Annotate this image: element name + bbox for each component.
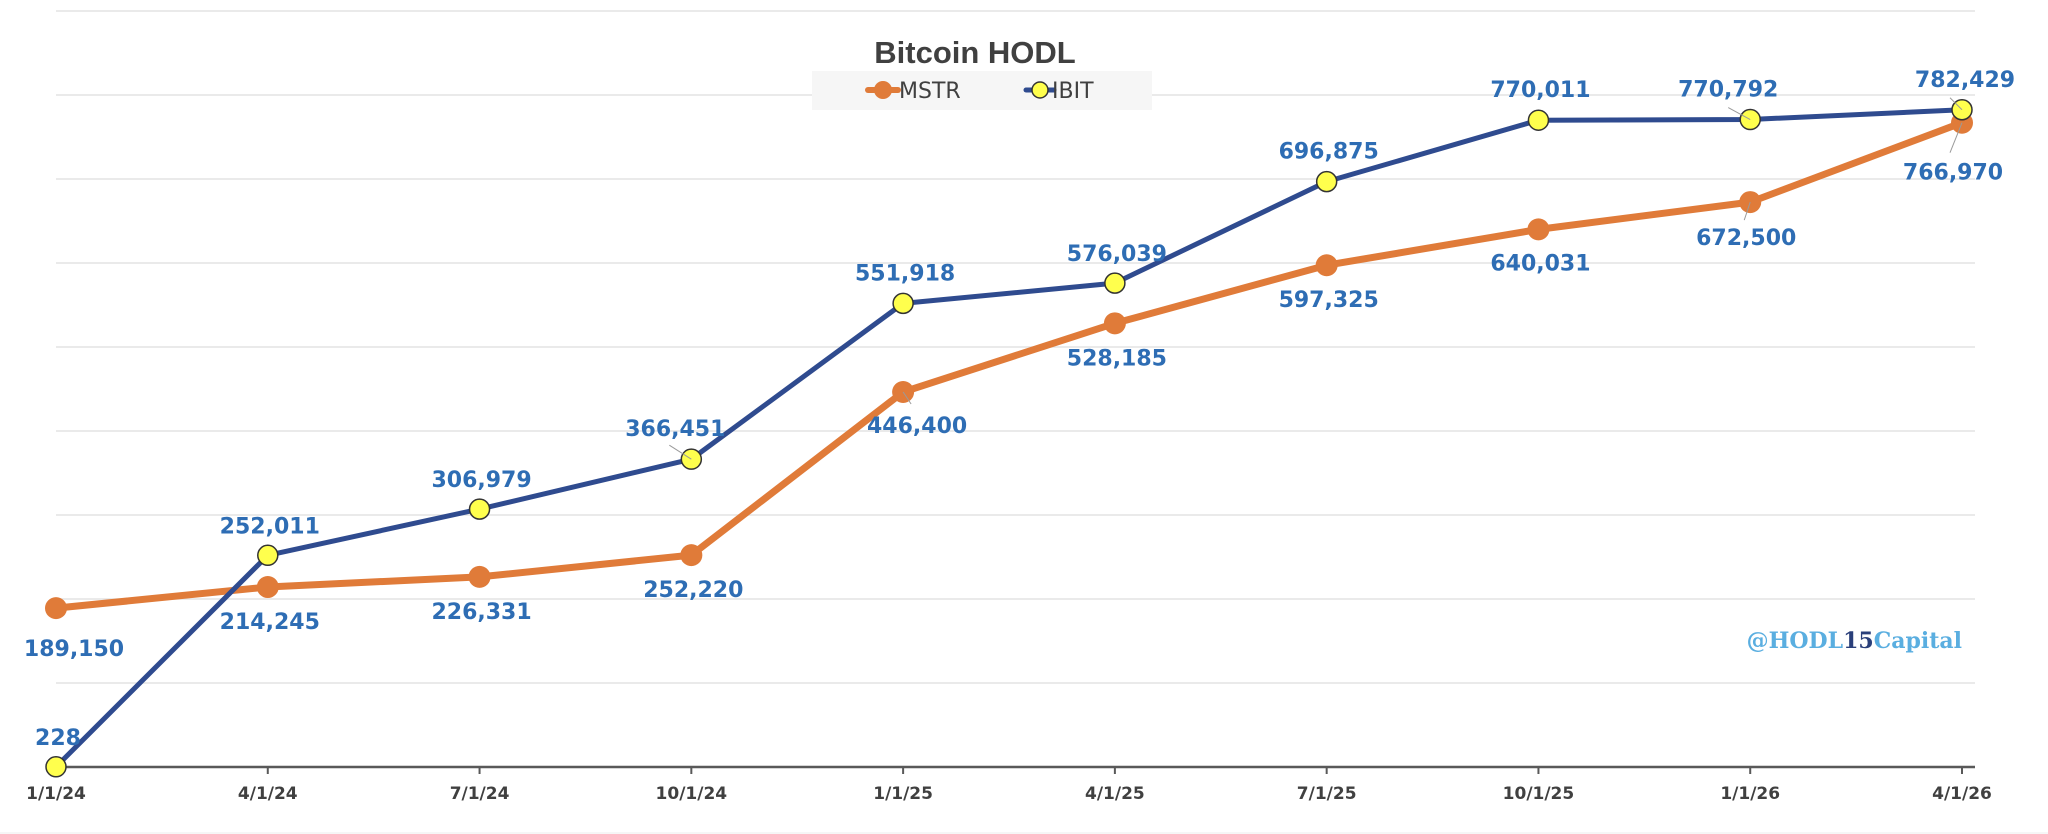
legend-item-ibit[interactable]: IBIT <box>1023 79 1094 104</box>
series-line-mstr <box>52 119 1966 612</box>
data-point-ibit[interactable] <box>468 498 491 520</box>
label-leader-line <box>1727 107 1751 120</box>
data-point-ibit[interactable] <box>45 756 67 778</box>
data-point-mstr[interactable] <box>45 597 67 620</box>
data-label-ibit: 576,039 <box>1067 242 1167 267</box>
x-tick-label: 7/1/25 <box>1297 784 1357 804</box>
data-label-mstr: 672,500 <box>1696 226 1796 251</box>
data-label-mstr: 214,245 <box>220 610 320 635</box>
data-label-ibit: 252,011 <box>220 514 320 539</box>
data-label-mstr: 766,970 <box>1903 161 2003 186</box>
data-point-mstr[interactable] <box>680 544 703 567</box>
label-leader-line <box>669 444 692 460</box>
data-point-ibit[interactable] <box>1739 108 1761 131</box>
series-line-ibit <box>53 107 1965 770</box>
data-label-mstr: 446,400 <box>867 414 967 439</box>
data-point-mstr[interactable] <box>468 565 491 588</box>
data-point-ibit[interactable] <box>1104 272 1126 294</box>
label-leader-lines <box>669 97 1963 460</box>
x-tick-label: 1/1/24 <box>26 784 86 804</box>
data-point-ibit[interactable] <box>892 292 914 315</box>
legend-ibit-label: IBIT <box>1052 79 1094 104</box>
data-label-mstr: 597,325 <box>1279 288 1379 313</box>
data-label-mstr: 226,331 <box>431 600 531 625</box>
x-tick-label: 1/1/26 <box>1720 784 1780 804</box>
x-tick-label: 1/1/25 <box>873 784 933 804</box>
x-tick-label: 4/1/26 <box>1932 784 1992 804</box>
data-label-mstr: 528,185 <box>1067 346 1167 371</box>
label-leader-line <box>1949 122 1963 153</box>
x-axis-tick-labels: 1/1/24 4/1/24 7/1/24 10/1/24 1/1/25 4/1/25 7/1… <box>26 784 1992 804</box>
x-tick-label: 7/1/24 <box>450 784 510 804</box>
data-point-mstr[interactable] <box>1315 254 1338 277</box>
data-label-mstr: 189,150 <box>24 637 124 662</box>
legend-mstr-marker-icon <box>874 81 892 99</box>
gridlines <box>56 10 1975 684</box>
x-tick-label: 10/1/24 <box>656 784 728 804</box>
data-labels-mstr: 189,150 214,245 226,331 252,220 446,400 528,1… <box>24 161 2003 662</box>
data-label-ibit: 366,451 <box>625 417 725 442</box>
data-label-ibit: 696,875 <box>1279 140 1379 165</box>
legend-background <box>812 71 1152 110</box>
legend: MSTR IBIT <box>812 71 1152 110</box>
data-point-mstr[interactable] <box>1527 218 1550 241</box>
data-label-ibit: 306,979 <box>431 468 531 493</box>
legend-item-mstr[interactable]: MSTR <box>865 79 961 104</box>
label-leader-line <box>1743 201 1751 221</box>
watermark-number: 15 <box>1843 628 1874 654</box>
x-tick-label: 10/1/25 <box>1503 784 1575 804</box>
data-label-ibit: 770,792 <box>1678 78 1778 103</box>
series-ibit <box>45 99 1973 778</box>
data-label-ibit: 228 <box>35 726 81 751</box>
watermark: @HODL15Capital <box>1747 628 1962 654</box>
label-leader-line <box>1949 97 1963 111</box>
data-label-mstr: 252,220 <box>643 578 743 603</box>
chart-title: Bitcoin HODL <box>874 35 1076 70</box>
x-tick-label: 4/1/25 <box>1085 784 1145 804</box>
data-label-ibit: 782,429 <box>1915 68 2015 93</box>
label-leader-line <box>902 391 912 405</box>
data-point-ibit[interactable] <box>1527 109 1550 131</box>
legend-ibit-marker-icon <box>1031 81 1049 99</box>
data-point-ibit[interactable] <box>1315 170 1338 193</box>
watermark-prefix: @HODL <box>1747 628 1844 654</box>
watermark-suffix: Capital <box>1874 628 1962 654</box>
data-label-ibit: 551,918 <box>855 261 955 286</box>
x-tick-label: 4/1/24 <box>238 784 298 804</box>
data-point-mstr[interactable] <box>1103 312 1126 335</box>
data-point-ibit[interactable] <box>257 544 279 567</box>
data-labels-ibit: 228 252,011 306,979 366,451 551,918 576,039 69… <box>35 68 2015 751</box>
data-label-ibit: 770,011 <box>1490 78 1590 103</box>
data-point-mstr[interactable] <box>256 576 279 599</box>
legend-mstr-label: MSTR <box>899 79 961 104</box>
data-label-mstr: 640,031 <box>1490 251 1590 276</box>
